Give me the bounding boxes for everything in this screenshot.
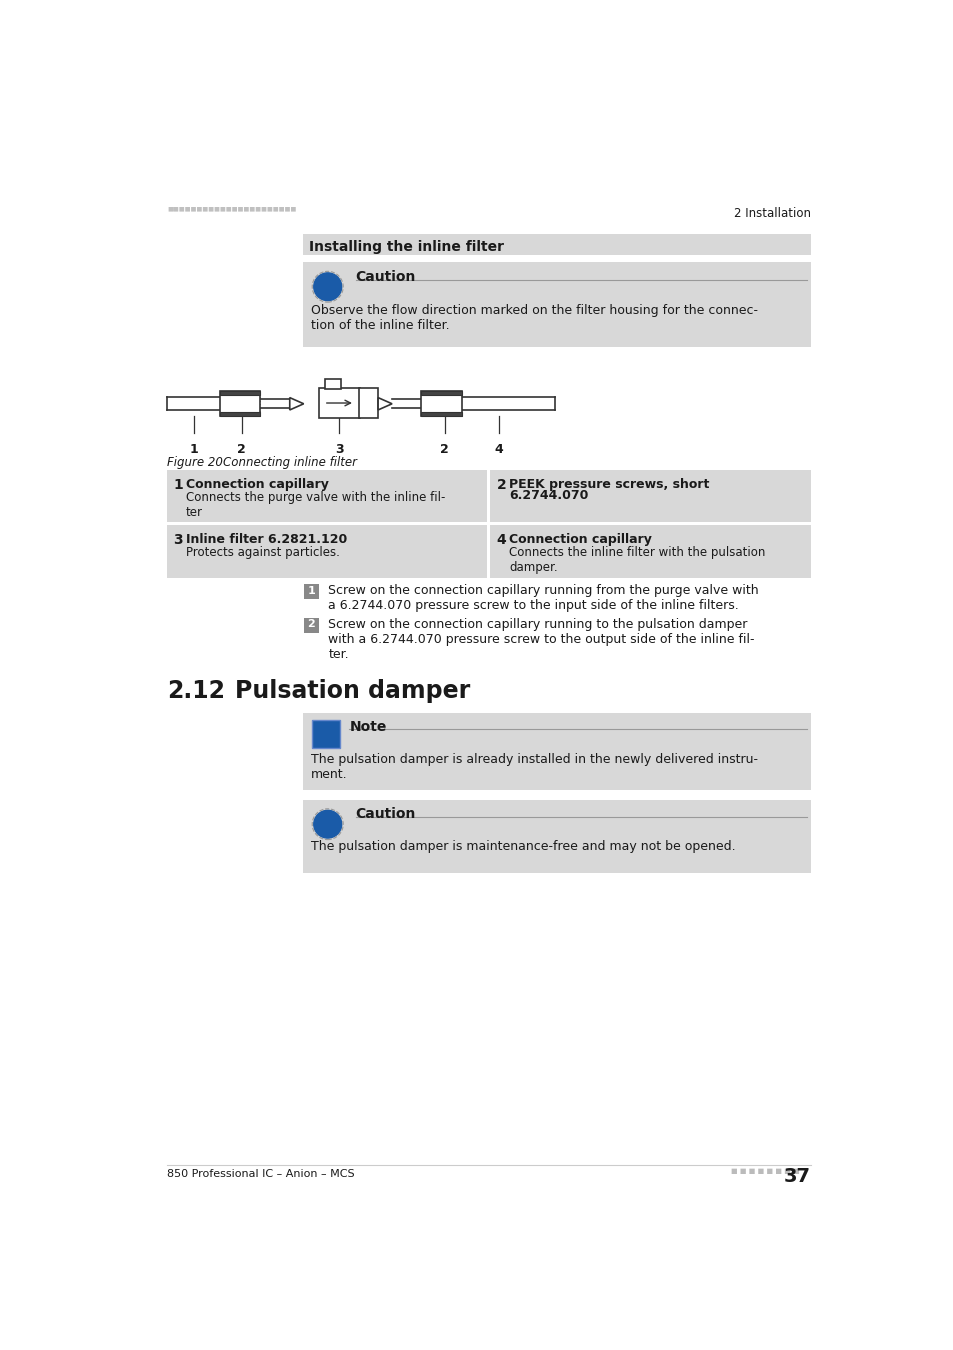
Bar xyxy=(303,262,810,347)
Text: Connection capillary: Connection capillary xyxy=(509,533,651,547)
Text: 3: 3 xyxy=(173,533,183,547)
Bar xyxy=(359,389,377,417)
Polygon shape xyxy=(377,398,392,410)
Bar xyxy=(490,525,810,578)
Bar xyxy=(167,470,487,522)
Text: The pulsation damper is already installed in the newly delivered instru-
ment.: The pulsation damper is already installe… xyxy=(311,752,757,780)
Text: 2: 2 xyxy=(307,620,315,629)
Polygon shape xyxy=(290,398,303,410)
Text: 3: 3 xyxy=(335,443,343,456)
Text: ■ ■ ■ ■ ■ ■ ■ ■: ■ ■ ■ ■ ■ ■ ■ ■ xyxy=(731,1168,800,1173)
Text: Screw on the connection capillary running from the purge valve with
a 6.2744.070: Screw on the connection capillary runnin… xyxy=(328,585,759,612)
Bar xyxy=(220,412,260,416)
Bar xyxy=(319,389,359,417)
Text: Connects the purge valve with the inline fil-
ter: Connects the purge valve with the inline… xyxy=(186,491,445,518)
Text: 6.2744.070: 6.2744.070 xyxy=(509,489,588,502)
Circle shape xyxy=(314,810,341,838)
Bar xyxy=(312,721,340,748)
Text: Connecting inline filter: Connecting inline filter xyxy=(223,456,356,470)
Text: 2 Installation: 2 Installation xyxy=(733,207,810,220)
Text: Connection capillary: Connection capillary xyxy=(186,478,329,490)
Text: Installing the inline filter: Installing the inline filter xyxy=(309,240,503,254)
Text: 4: 4 xyxy=(497,533,506,547)
Bar xyxy=(220,392,260,416)
Text: 2.12: 2.12 xyxy=(167,679,225,703)
Text: 4: 4 xyxy=(494,443,503,456)
Text: Protects against particles.: Protects against particles. xyxy=(186,547,339,559)
Text: Screw on the connection capillary running to the pulsation damper
with a 6.2744.: Screw on the connection capillary runnin… xyxy=(328,618,754,662)
Text: Caution: Caution xyxy=(355,807,416,821)
Text: !: ! xyxy=(322,814,333,837)
Text: 2: 2 xyxy=(237,443,246,456)
Text: ■■■■■■■■■■■■■■■■■■■■■■: ■■■■■■■■■■■■■■■■■■■■■■ xyxy=(167,207,296,212)
Text: 2: 2 xyxy=(440,443,449,456)
Text: PEEK pressure screws, short: PEEK pressure screws, short xyxy=(509,478,709,490)
Text: Note: Note xyxy=(349,721,386,734)
Text: Connects the inline filter with the pulsation
damper.: Connects the inline filter with the puls… xyxy=(509,547,764,574)
Bar xyxy=(303,713,810,790)
Text: Observe the flow direction marked on the filter housing for the connec-
tion of : Observe the flow direction marked on the… xyxy=(311,305,757,332)
Circle shape xyxy=(314,273,341,301)
Bar xyxy=(167,525,487,578)
Text: Pulsation damper: Pulsation damper xyxy=(235,679,470,703)
Bar xyxy=(303,234,810,255)
Bar xyxy=(303,585,319,599)
Text: 37: 37 xyxy=(782,1166,810,1185)
Bar xyxy=(421,392,461,396)
Bar xyxy=(325,379,340,389)
Text: 1: 1 xyxy=(173,478,183,491)
Bar xyxy=(220,392,260,396)
Text: 2: 2 xyxy=(497,478,506,491)
Bar xyxy=(490,470,810,522)
Bar xyxy=(303,618,319,633)
Text: 1: 1 xyxy=(307,586,315,595)
Text: 850 Professional IC – Anion – MCS: 850 Professional IC – Anion – MCS xyxy=(167,1169,355,1179)
Bar xyxy=(421,392,461,416)
Text: Caution: Caution xyxy=(355,270,416,284)
Text: The pulsation damper is maintenance-free and may not be opened.: The pulsation damper is maintenance-free… xyxy=(311,840,735,853)
Text: 1: 1 xyxy=(190,443,198,456)
Text: i: i xyxy=(322,724,330,744)
Bar xyxy=(303,799,810,872)
Text: !: ! xyxy=(322,275,333,300)
Bar xyxy=(421,412,461,416)
Text: Inline filter 6.2821.120: Inline filter 6.2821.120 xyxy=(186,533,347,547)
Text: Figure 20: Figure 20 xyxy=(167,456,223,470)
